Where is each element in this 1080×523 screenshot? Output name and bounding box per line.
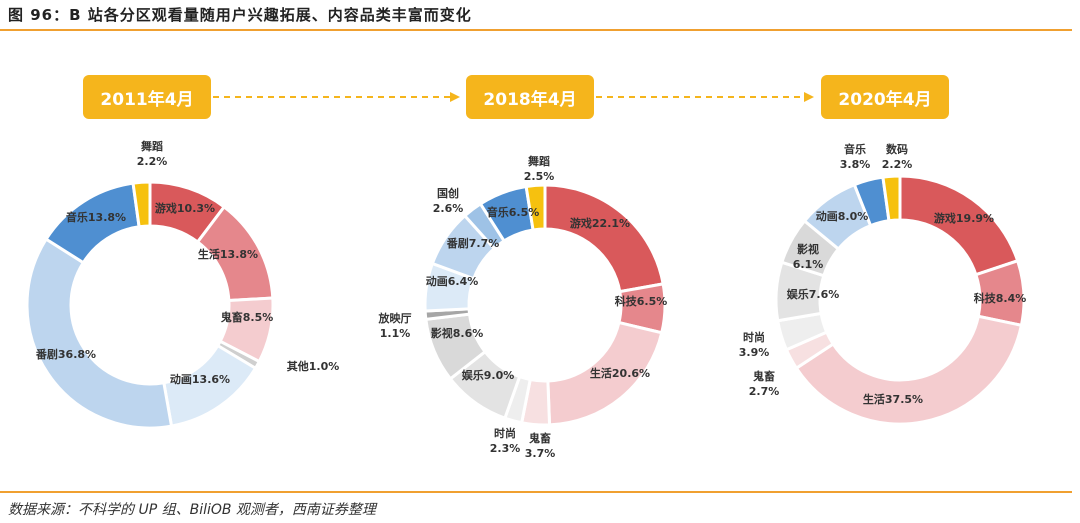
donut-slice-2-1 [543,183,665,294]
data-label-2-4-value: 3.7% [525,447,556,460]
data-label-2-1: 游戏22.1% [570,216,630,230]
data-label-2-12: 音乐6.5% [487,205,540,219]
data-label-1-7: 音乐13.8% [66,210,126,224]
data-label-3-10-value: 2.2% [882,158,913,171]
period-box-2018: 2018年4月 [466,75,594,119]
donut-slice-2-13 [524,183,547,232]
data-label-2-8-name: 放映厅 [378,311,412,325]
data-label-1-4: 其他1.0% [287,359,340,373]
data-label-1-8-value: 2.2% [137,155,168,168]
data-label-2-2: 科技6.5% [615,294,668,308]
data-label-3-7-name: 影视 [797,242,819,256]
data-label-2-8-value: 1.1% [380,327,411,340]
top-divider [0,29,1072,31]
data-label-3-3: 生活37.5% [863,392,923,406]
data-label-1-5: 动画13.6% [170,372,230,386]
arrow-1 [213,92,460,102]
data-label-3-1: 游戏19.9% [934,211,994,225]
data-label-3-6: 娱乐7.6% [787,287,840,301]
data-label-3-4-value: 2.7% [749,385,780,398]
data-label-2-11-value: 2.6% [433,202,464,215]
period-box-2011: 2011年4月 [83,75,211,119]
donut-slice-3-1 [898,174,1020,277]
data-label-3-9-value: 3.8% [840,158,871,171]
donut-slice-3-3 [794,314,1024,426]
data-label-3-9-name: 音乐 [844,142,866,156]
data-label-1-2: 生活13.8% [198,247,258,261]
data-label-3-5-value: 3.9% [739,346,770,359]
data-label-3-7-value: 6.1% [793,258,824,271]
data-label-1-3: 鬼畜8.5% [221,310,274,324]
donut-slice-1-8 [131,180,152,229]
data-label-2-10: 番剧7.7% [446,236,500,250]
arrow-2 [596,92,814,102]
data-label-2-5-value: 2.3% [490,442,521,455]
data-label-2-3: 生活20.6% [590,366,650,380]
data-label-3-8: 动画8.0% [816,209,869,223]
bottom-divider [0,491,1072,493]
data-label-1-1: 游戏10.3% [155,201,215,215]
donut-slice-1-6 [25,237,174,430]
figure-title: 图 96：B 站各分区观看量随用户兴趣拓展、内容品类丰富而变化 [8,6,472,24]
source-note: 数据来源：不科学的 UP 组、BiliOB 观测者，西南证券整理 [8,502,376,518]
data-label-2-13-name: 舞蹈 [528,154,550,168]
data-label-2-4-name: 鬼畜 [529,431,551,445]
data-label-2-9: 动画6.4% [426,274,479,288]
data-label-3-4-name: 鬼畜 [753,369,775,383]
data-label-2-13-value: 2.5% [524,170,555,183]
period-box-2020: 2020年4月 [821,75,949,119]
donut-slice-3-10 [881,174,902,223]
data-label-2-7: 影视8.6% [431,326,484,340]
data-label-1-8-name: 舞蹈 [141,139,163,153]
data-label-2-6: 娱乐9.0% [462,368,515,382]
data-label-2-11-name: 国创 [437,186,459,200]
data-label-2-5-name: 时尚 [494,426,516,440]
data-label-3-5-name: 时尚 [743,330,765,344]
data-label-3-10-name: 数码 [886,142,908,156]
data-label-1-6: 番剧36.8% [35,347,96,361]
donut-charts: 游戏10.3% 生活13.8% 鬼畜8.5% 其他1.0% 动画13.6% 番剧36.8%… [25,92,1027,460]
data-label-3-2: 科技8.4% [974,291,1027,305]
